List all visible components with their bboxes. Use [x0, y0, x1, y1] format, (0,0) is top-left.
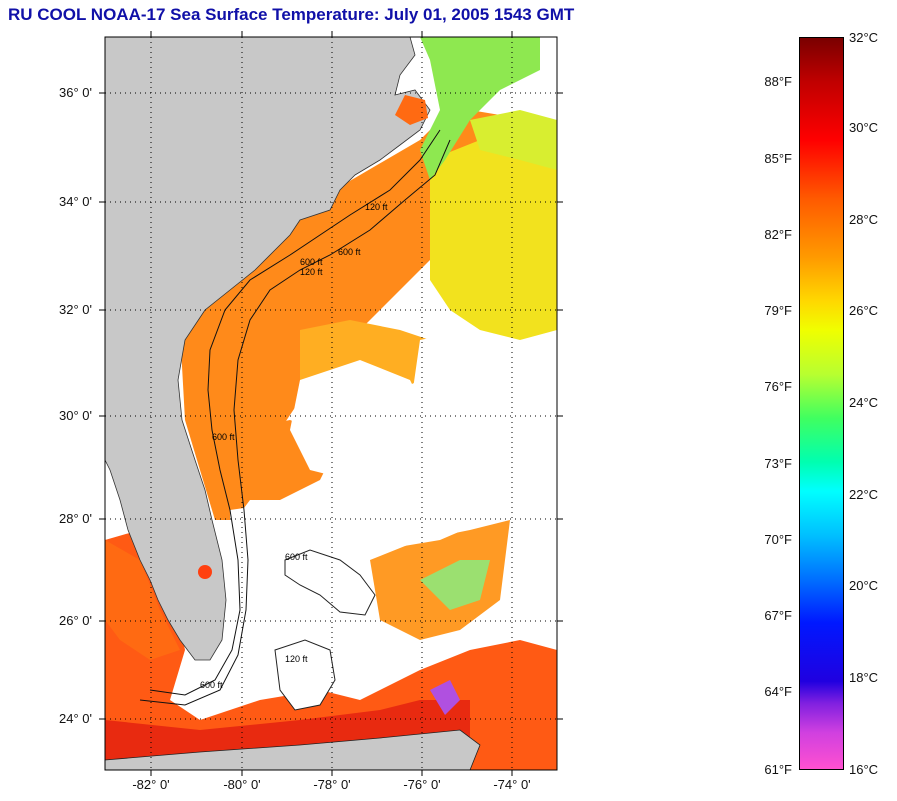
colorbar-f-label: 76°F [764, 379, 792, 394]
contour-label: 120 ft [285, 654, 308, 664]
contour-label: 600 ft [300, 257, 323, 267]
contour-600ft [139, 139, 451, 706]
colorbar-c-label: 30°C [849, 120, 879, 135]
us-land [105, 37, 431, 661]
sst-north-green [420, 37, 540, 180]
colorbar-c-label: 16°C [849, 762, 879, 777]
cuba-land [105, 729, 481, 770]
contour-label: 120 ft [300, 267, 323, 277]
lat-label: 30° 0' [59, 408, 92, 423]
contour-120ft [149, 129, 441, 696]
graticule [105, 37, 557, 770]
colorbar-f-label: 79°F [764, 303, 792, 318]
lon-label: -76° 0' [403, 777, 441, 792]
cloud-patch-1 [290, 360, 430, 480]
colorbar-f-label: 88°F [764, 74, 792, 89]
contour-label: 600 ft [212, 432, 235, 442]
sst-cool-patch [420, 560, 490, 610]
lon-label: -82° 0' [132, 777, 170, 792]
sst-purple-patch [430, 680, 460, 715]
colorbar-f-label: 73°F [764, 456, 792, 471]
lat-label: 28° 0' [59, 511, 92, 526]
colorbar-c-label: 22°C [849, 487, 879, 502]
lat-label: 26° 0' [59, 613, 92, 628]
lat-label: 24° 0' [59, 711, 92, 726]
colorbar-c-label: 18°C [849, 670, 879, 685]
lon-label: -74° 0' [493, 777, 531, 792]
bahamas-bank-1 [284, 549, 376, 616]
pamlico-sound [395, 95, 428, 125]
colorbar-f-label: 64°F [764, 684, 792, 699]
contour-label: 120 ft [365, 202, 388, 212]
lon-label: -80° 0' [223, 777, 261, 792]
colorbar-c-label: 26°C [849, 303, 879, 318]
contour-label: 600 ft [285, 552, 308, 562]
colorbar-f-label: 85°F [764, 151, 792, 166]
colorbar-f-label: 82°F [764, 227, 792, 242]
map-frame [104, 36, 558, 771]
lat-label: 32° 0' [59, 302, 92, 317]
lon-label: -78° 0' [313, 777, 351, 792]
colorbar-c-label: 32°C [849, 30, 879, 45]
sst-florida-west [105, 540, 180, 660]
map-title: RU COOL NOAA-17 Sea Surface Temperature:… [8, 5, 575, 24]
colorbar-f-label: 67°F [764, 608, 792, 623]
colorbar-f-label: 61°F [764, 762, 792, 777]
colorbar-c-label: 20°C [849, 578, 879, 593]
contour-label: 600 ft [200, 680, 223, 690]
colorbar-c-label: 28°C [849, 212, 879, 227]
axis-ticks [99, 31, 563, 776]
temperature-colorbar [799, 37, 844, 770]
lat-label: 34° 0' [59, 194, 92, 209]
contour-label: 600 ft [338, 247, 361, 257]
colorbar-f-label: 70°F [764, 532, 792, 547]
colorbar-c-label: 24°C [849, 395, 879, 410]
sst-offshore-yellow [430, 140, 557, 340]
sst-north-yellow [470, 110, 557, 170]
lake-okeechobee [198, 565, 212, 579]
lat-label: 36° 0' [59, 85, 92, 100]
cloud-patch-2 [410, 330, 520, 470]
bahamas-bank-2 [274, 639, 336, 711]
